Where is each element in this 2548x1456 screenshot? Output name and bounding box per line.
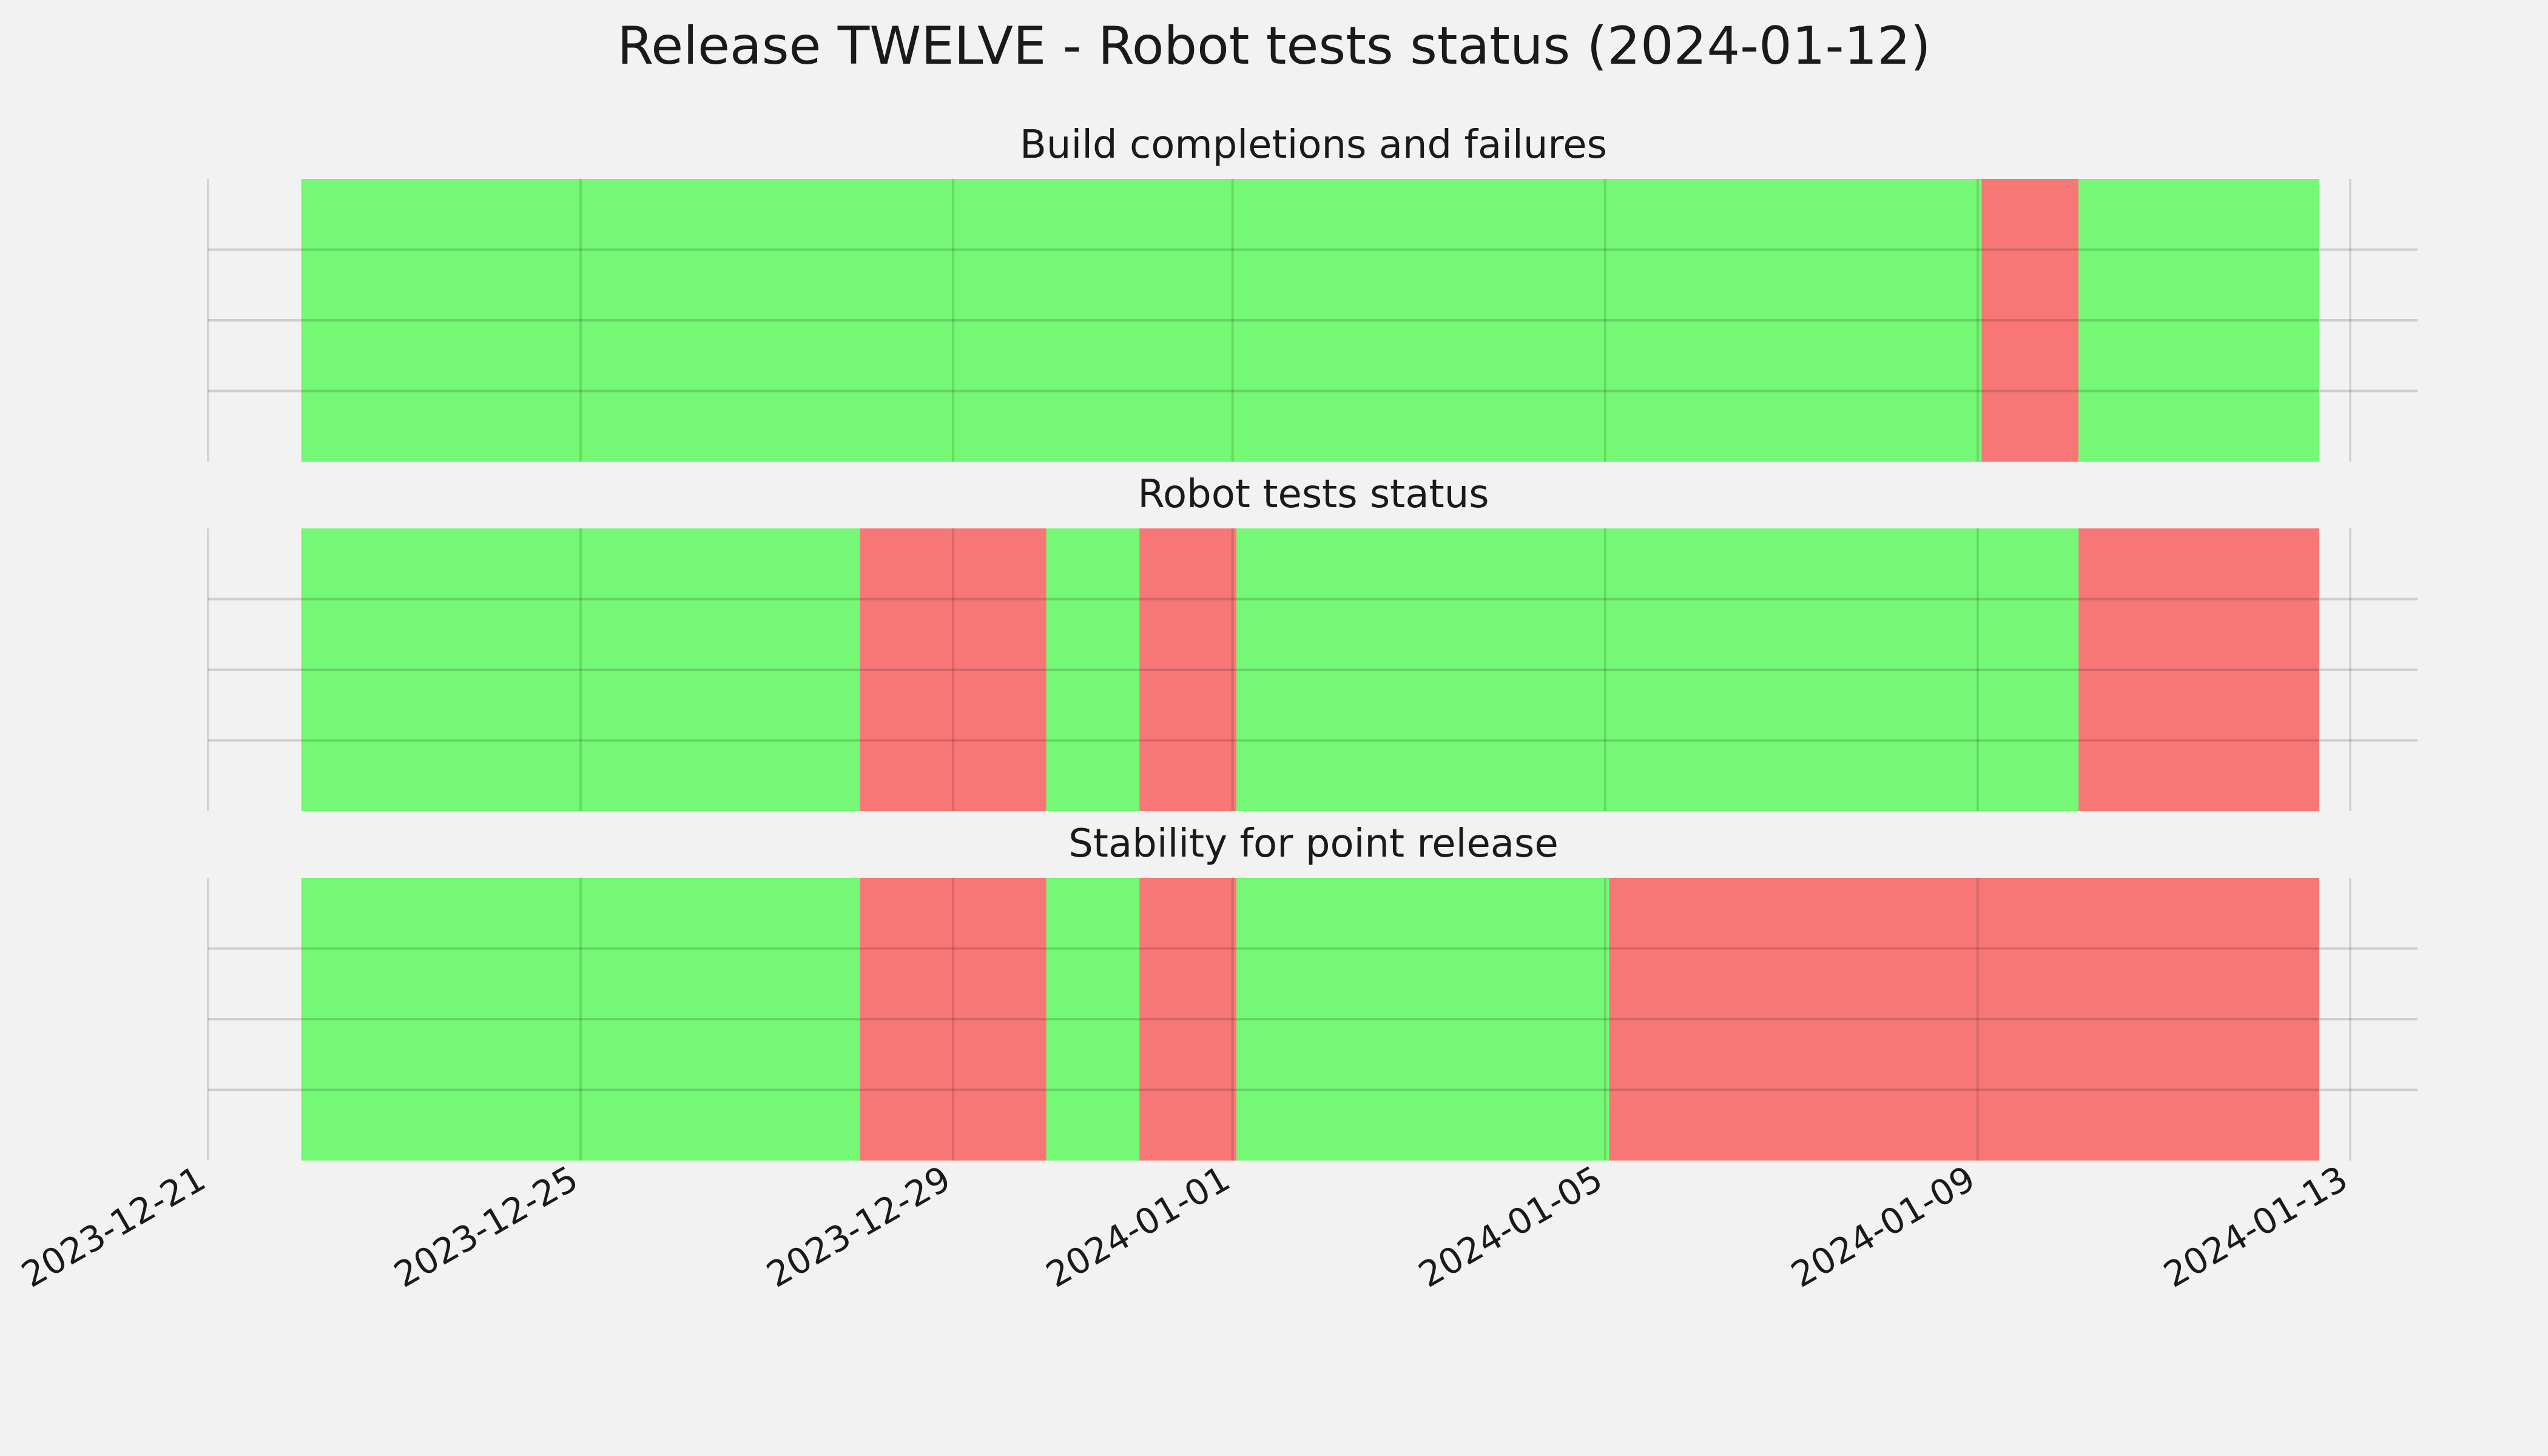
segment-fail bbox=[1139, 878, 1237, 1161]
segment-pass bbox=[301, 179, 1982, 462]
segment-fail bbox=[860, 878, 1046, 1161]
chart-title: Release TWELVE - Robot tests status (202… bbox=[617, 16, 1930, 76]
segment-fail bbox=[1981, 179, 2079, 462]
segment-fail bbox=[860, 528, 1046, 811]
panel-3: Stability for point release bbox=[207, 821, 2418, 1161]
segment-pass bbox=[1046, 528, 1140, 811]
segment-pass bbox=[2078, 179, 2319, 462]
segment-fail bbox=[2078, 528, 2319, 811]
segment-pass bbox=[301, 878, 860, 1161]
panel-1: Build completions and failures bbox=[207, 123, 2418, 462]
panel-title: Build completions and failures bbox=[1020, 123, 1607, 167]
segment-pass bbox=[1046, 878, 1140, 1161]
segment-pass bbox=[301, 528, 860, 811]
panel-title: Stability for point release bbox=[1068, 821, 1559, 866]
segment-fail bbox=[1609, 878, 2319, 1161]
segment-pass bbox=[1236, 878, 1609, 1161]
segment-pass bbox=[1236, 528, 2079, 811]
segment-fail bbox=[1139, 528, 1237, 811]
panels-layer: Build completions and failures Robot test… bbox=[207, 123, 2418, 1161]
panel-title: Robot tests status bbox=[1138, 472, 1489, 517]
panel-2: Robot tests status bbox=[207, 472, 2418, 811]
